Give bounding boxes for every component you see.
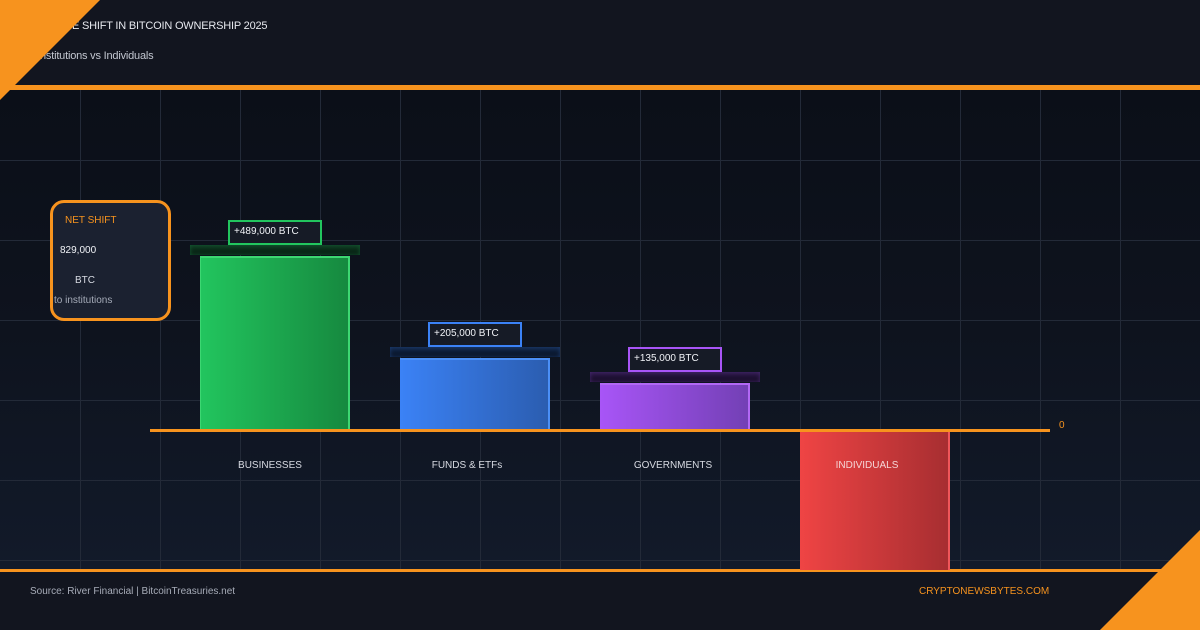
net-shift-title: NET SHIFT: [65, 215, 117, 226]
bar-cap-governments: [590, 372, 760, 382]
corner-triangle-bottom-right: [1100, 530, 1200, 630]
chart-subtitle: nstitutions vs Individuals: [40, 50, 154, 62]
grid-line: [1120, 90, 1121, 570]
source-note: Source: River Financial | BitcoinTreasur…: [30, 586, 236, 597]
bar-cap-funds: [390, 347, 560, 357]
bar-businesses[interactable]: [200, 256, 350, 430]
net-shift-caption: to institutions: [54, 295, 113, 306]
header: E SHIFT IN BITCOIN OWNERSHIP 2025 nstitu…: [0, 0, 1200, 85]
grid-line: [160, 90, 161, 570]
zero-baseline: [150, 429, 1050, 432]
grid-line: [0, 240, 1200, 241]
corner-triangle-top-left: [0, 0, 100, 100]
grid-line: [560, 90, 561, 570]
net-shift-unit: BTC: [75, 275, 95, 286]
grid-line: [720, 90, 721, 570]
value-label-businesses: +489,000 BTC: [228, 220, 322, 245]
grid-line: [0, 320, 1200, 321]
zero-axis-label: 0: [1059, 420, 1065, 431]
category-label-governments: GOVERNMENTS: [633, 460, 713, 471]
category-label-funds-etfs: FUNDS & ETFs: [431, 460, 503, 471]
bar-cap-businesses: [190, 245, 360, 255]
grid-line: [880, 90, 881, 570]
grid-line: [80, 90, 81, 570]
grid-line: [0, 160, 1200, 161]
chart-title: E SHIFT IN BITCOIN OWNERSHIP 2025: [72, 20, 268, 32]
grid-line: [0, 480, 1200, 481]
header-divider: [0, 85, 1200, 90]
net-shift-value: 829,000: [60, 245, 97, 256]
category-label-individuals: INDIVIDUALS: [835, 460, 899, 471]
value-label-funds-etfs: +205,000 BTC: [428, 322, 522, 347]
footer: Source: River Financial | BitcoinTreasur…: [0, 572, 1200, 630]
bar-individuals[interactable]: [800, 431, 950, 570]
footer-divider: [0, 569, 1200, 572]
net-shift-card: NET SHIFT 829,000 BTC to institutions: [50, 200, 171, 321]
grid-line: [640, 90, 641, 570]
grid-line: [800, 90, 801, 570]
plot-area: NET SHIFT 829,000 BTC to institutions +4…: [0, 90, 1200, 570]
grid-line: [960, 90, 961, 570]
brand-link[interactable]: CRYPTONEWSBYTES.COM: [919, 586, 1050, 597]
grid-line: [0, 560, 1200, 561]
bar-governments[interactable]: [600, 383, 750, 430]
grid-line: [1040, 90, 1041, 570]
value-label-governments: +135,000 BTC: [628, 347, 722, 372]
bar-funds-etfs[interactable]: [400, 358, 550, 430]
category-label-businesses: BUSINESSES: [238, 460, 302, 471]
grid-line: [400, 90, 401, 570]
